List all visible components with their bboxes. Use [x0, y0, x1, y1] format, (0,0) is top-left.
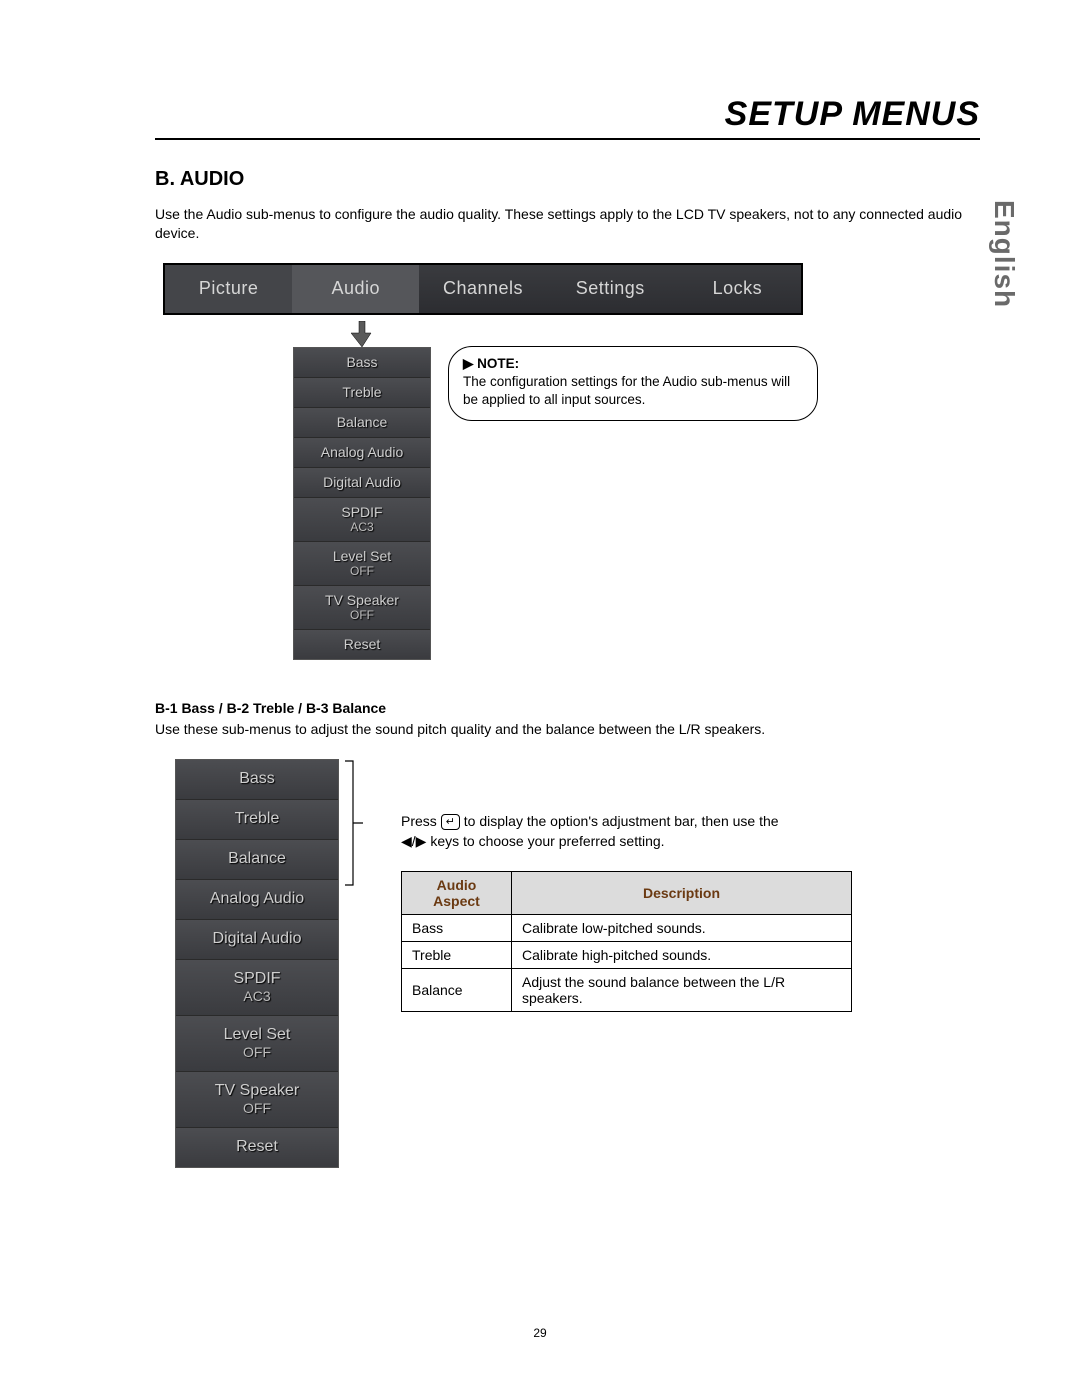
note-lead: ▶ NOTE: — [463, 356, 519, 371]
instr-post: keys to choose your preferred setting. — [426, 833, 664, 849]
submenu-label: Analog Audio — [210, 890, 304, 907]
tab-settings[interactable]: Settings — [547, 265, 674, 313]
submenu-value: OFF — [176, 1044, 338, 1060]
submenu-balance[interactable]: Balance — [294, 408, 430, 438]
tab-channels[interactable]: Channels — [419, 265, 546, 313]
note-box: ▶ NOTE: The configuration settings for t… — [448, 346, 818, 421]
enter-icon: ↵ — [441, 814, 460, 830]
submenu-label: Treble — [235, 810, 280, 827]
submenu-label: Balance — [337, 414, 388, 430]
section-intro: Use the Audio sub-menus to configure the… — [155, 205, 980, 243]
tab-audio[interactable]: Audio — [292, 265, 419, 313]
audio-submenu-detail: Bass Treble Balance Analog Audio Digital… — [175, 759, 339, 1168]
note-text: The configuration settings for the Audio… — [463, 374, 790, 407]
submenu-digital-audio[interactable]: Digital Audio — [294, 468, 430, 498]
submenu-reset[interactable]: Reset — [176, 1128, 338, 1167]
submenu-label: Digital Audio — [323, 474, 401, 490]
submenu-spdif[interactable]: SPDIFAC3 — [176, 960, 338, 1016]
subsection-intro: Use these sub-menus to adjust the sound … — [155, 720, 980, 739]
submenu-value: OFF — [294, 608, 430, 622]
subsection-heading: B-1 Bass / B-2 Treble / B-3 Balance — [155, 700, 980, 716]
section-heading: B. AUDIO — [155, 168, 980, 191]
submenu-label: TV Speaker — [325, 592, 399, 608]
submenu-analog-audio[interactable]: Analog Audio — [294, 438, 430, 468]
table-cell: Adjust the sound balance between the L/R… — [512, 969, 852, 1012]
arrow-keys-icon: ◀/▶ — [401, 833, 426, 849]
table-cell: Treble — [402, 942, 512, 969]
submenu-reset[interactable]: Reset — [294, 630, 430, 659]
audio-aspect-table: Audio Aspect Description Bass Calibrate … — [401, 871, 852, 1012]
submenu-label: SPDIF — [233, 970, 280, 987]
down-arrow-icon — [293, 321, 431, 347]
submenu-label: Reset — [344, 636, 381, 652]
submenu-balance[interactable]: Balance — [176, 840, 338, 880]
table-row: Treble Calibrate high-pitched sounds. — [402, 942, 852, 969]
table-header: Audio Aspect — [402, 872, 512, 915]
submenu-value: OFF — [294, 564, 430, 578]
submenu-tvspeaker[interactable]: TV SpeakerOFF — [176, 1072, 338, 1128]
submenu-digital-audio[interactable]: Digital Audio — [176, 920, 338, 960]
submenu-label: Digital Audio — [213, 930, 302, 947]
submenu-bass[interactable]: Bass — [176, 760, 338, 800]
table-cell: Bass — [402, 915, 512, 942]
submenu-label: Bass — [346, 354, 377, 370]
table-cell: Calibrate low-pitched sounds. — [512, 915, 852, 942]
submenu-value: AC3 — [176, 988, 338, 1004]
submenu-treble[interactable]: Treble — [176, 800, 338, 840]
tab-picture[interactable]: Picture — [165, 265, 292, 313]
table-row: Bass Calibrate low-pitched sounds. — [402, 915, 852, 942]
submenu-label: Bass — [239, 770, 275, 787]
instr-pre: Press — [401, 813, 441, 829]
instr-mid: to display the option's adjustment bar, … — [460, 813, 779, 829]
submenu-label: Treble — [342, 384, 381, 400]
submenu-label: Level Set — [333, 548, 391, 564]
submenu-label: Reset — [236, 1138, 278, 1155]
submenu-label: SPDIF — [341, 504, 382, 520]
tab-locks[interactable]: Locks — [674, 265, 801, 313]
submenu-label: Balance — [228, 850, 286, 867]
table-cell: Balance — [402, 969, 512, 1012]
submenu-spdif[interactable]: SPDIFAC3 — [294, 498, 430, 542]
audio-submenu: Bass Treble Balance Analog Audio Digital… — [293, 347, 431, 660]
submenu-tvspeaker[interactable]: TV SpeakerOFF — [294, 586, 430, 630]
language-tab: English — [988, 200, 1020, 308]
submenu-levelset[interactable]: Level SetOFF — [294, 542, 430, 586]
page-number: 29 — [533, 1326, 546, 1340]
table-cell: Calibrate high-pitched sounds. — [512, 942, 852, 969]
submenu-analog-audio[interactable]: Analog Audio — [176, 880, 338, 920]
submenu-label: Level Set — [224, 1026, 291, 1043]
submenu-levelset[interactable]: Level SetOFF — [176, 1016, 338, 1072]
page-title: SETUP MENUS — [725, 95, 980, 133]
table-row: Balance Adjust the sound balance between… — [402, 969, 852, 1012]
bracket-icon — [341, 759, 365, 887]
submenu-value: OFF — [176, 1100, 338, 1116]
submenu-value: AC3 — [294, 520, 430, 534]
submenu-label: TV Speaker — [215, 1082, 299, 1099]
submenu-bass[interactable]: Bass — [294, 348, 430, 378]
table-header: Description — [512, 872, 852, 915]
menu-tabs: Picture Audio Channels Settings Locks — [163, 263, 803, 315]
submenu-treble[interactable]: Treble — [294, 378, 430, 408]
submenu-label: Analog Audio — [321, 444, 404, 460]
instruction-text: Press ↵ to display the option's adjustme… — [401, 811, 852, 852]
